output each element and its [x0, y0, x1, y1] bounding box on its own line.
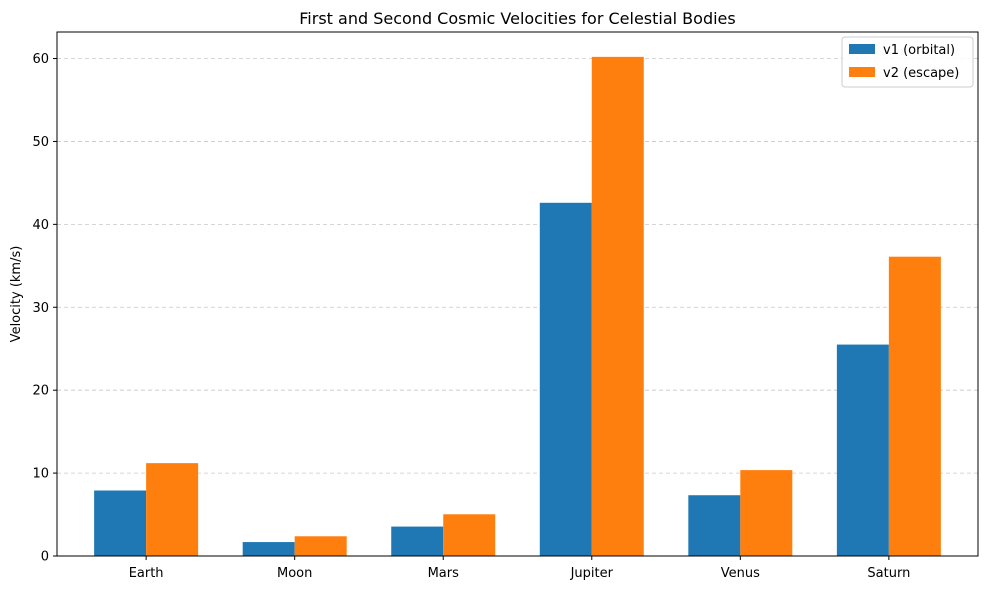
bar-v2-saturn: [888, 256, 941, 556]
legend-label-v2: v2 (escape): [883, 66, 959, 81]
chart-title: First and Second Cosmic Velocities for C…: [299, 9, 735, 28]
x-tick-label-venus: Venus: [721, 566, 760, 581]
legend-label-v1: v1 (orbital): [883, 43, 955, 58]
bar-v2-moon: [294, 536, 347, 556]
bar-v2-mars: [443, 514, 496, 556]
y-axis: 0 10 20 30 40 50 60: [32, 52, 57, 565]
y-tick-label: 50: [32, 135, 49, 150]
bar-v1-earth: [94, 490, 147, 556]
bar-v2-earth: [146, 463, 199, 556]
x-tick-label-moon: Moon: [277, 566, 312, 581]
y-axis-label: Velocity (km/s): [9, 246, 24, 343]
y-tick-label: 60: [32, 52, 49, 67]
bar-v1-jupiter: [539, 202, 592, 556]
bar-v1-mars: [391, 526, 444, 556]
plot-frame: [56, 31, 979, 557]
y-tick-label: 0: [41, 550, 49, 565]
bar-v1-moon: [242, 542, 295, 556]
x-tick-label-saturn: Saturn: [867, 566, 910, 581]
bar-v2-jupiter: [591, 56, 644, 557]
legend: v1 (orbital) v2 (escape): [841, 36, 974, 88]
bar-v2-venus: [740, 470, 793, 556]
x-tick-label-mars: Mars: [428, 566, 460, 581]
y-tick-label: 10: [32, 467, 49, 482]
legend-swatch-v1: [849, 44, 875, 54]
bar-v1-saturn: [836, 344, 889, 556]
x-axis: Earth Moon Mars Jupiter Venus Saturn: [129, 556, 910, 581]
x-tick-label-earth: Earth: [129, 566, 164, 581]
bar-v1-venus: [688, 495, 741, 556]
y-tick-label: 20: [32, 384, 49, 399]
x-tick-label-jupiter: Jupiter: [570, 566, 614, 581]
y-tick-label: 40: [32, 218, 49, 233]
bars: [94, 56, 941, 557]
y-tick-label: 30: [32, 301, 49, 316]
legend-swatch-v2: [849, 67, 875, 77]
